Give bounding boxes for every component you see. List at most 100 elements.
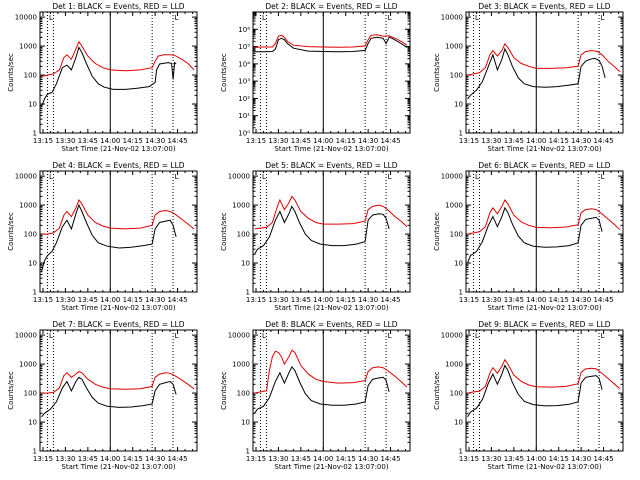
start-marker-label: L <box>49 173 53 181</box>
x-tick-label: 13:15 <box>33 137 53 145</box>
x-tick-label: 14:30 <box>571 455 591 463</box>
y-tick-label: 1 <box>459 448 463 456</box>
y-tick-label: 1 <box>459 289 463 297</box>
x-tick-label: 14:15 <box>549 296 569 304</box>
x-tick-label: 14:00 <box>526 137 546 145</box>
y-tick-label: 1000 <box>445 361 463 369</box>
y-tick-label: 10 <box>28 419 37 427</box>
chart-title: Det 9: BLACK = Events, RED = LLD <box>478 320 610 329</box>
end-marker-label: L <box>175 173 179 181</box>
y-tick-label: 1 <box>459 130 463 138</box>
chart-panel-1: Det 1: BLACK = Events, RED = LLD 1 10 100 10… <box>7 2 198 153</box>
x-tick-label: 13:30 <box>268 137 288 145</box>
start-marker-label: L <box>262 14 266 22</box>
series-line-lld <box>254 349 408 394</box>
x-axis-label: Start Time (21-Nov-02 13:07:00) <box>487 145 601 153</box>
series-line-events <box>41 46 177 107</box>
chart-panel-8: Det 8: BLACK = Events, RED = LLD 1 10 100 10… <box>220 320 411 471</box>
y-tick-label: 10000 <box>228 332 250 340</box>
start-marker-label: L <box>475 332 479 340</box>
y-tick-label: 100 <box>24 72 37 80</box>
chart-panel-9: Det 9: BLACK = Events, RED = LLD 1 10 100 10… <box>433 320 624 471</box>
x-tick-label: 14:45 <box>380 455 400 463</box>
y-tick-label: 100 <box>450 72 463 80</box>
x-axis-label: Start Time (21-Nov-02 13:07:00) <box>487 304 601 312</box>
x-axis-label: Start Time (21-Nov-02 13:07:00) <box>61 463 175 471</box>
x-tick-label: 13:45 <box>78 296 98 304</box>
series-line-lld <box>41 40 195 77</box>
x-tick-label: 13:15 <box>459 455 479 463</box>
y-tick-label: 1 <box>246 289 250 297</box>
end-marker-label: L <box>388 173 392 181</box>
x-tick-label: 13:30 <box>268 296 288 304</box>
plot-frame <box>465 11 624 134</box>
y-tick-label: 1 <box>33 289 37 297</box>
y-tick-label: 10³ <box>238 78 250 86</box>
y-axis-label: Counts/sec <box>433 371 441 410</box>
y-tick-label: 10⁵ <box>238 43 250 51</box>
chart-panel-4: Det 4: BLACK = Events, RED = LLD 1 10 100 10… <box>7 161 198 312</box>
end-marker-label: L <box>601 332 605 340</box>
x-tick-label: 14:45 <box>593 455 613 463</box>
series-line-lld <box>467 358 621 394</box>
x-tick-label: 13:30 <box>481 296 501 304</box>
x-tick-label: 13:30 <box>55 455 75 463</box>
x-tick-label: 13:15 <box>246 455 266 463</box>
y-tick-label: 1000 <box>19 361 37 369</box>
chart-panel-5: Det 5: BLACK = Events, RED = LLD 1 10 100 10… <box>220 161 411 312</box>
y-tick-label: 10000 <box>441 173 463 181</box>
y-tick-label: 100 <box>24 390 37 398</box>
x-tick-label: 14:15 <box>123 137 143 145</box>
x-tick-label: 13:30 <box>55 137 75 145</box>
plot-frame <box>252 170 411 293</box>
series-line-events <box>254 365 390 414</box>
plot-frame <box>465 170 624 293</box>
plot-frame <box>252 329 411 452</box>
x-tick-label: 13:45 <box>291 455 311 463</box>
y-tick-label: 1000 <box>232 361 250 369</box>
x-tick-label: 14:15 <box>336 137 356 145</box>
y-axis-label: Counts/sec <box>220 212 228 251</box>
x-tick-label: 13:30 <box>481 455 501 463</box>
chart-title: Det 6: BLACK = Events, RED = LLD <box>478 161 610 170</box>
series-line-lld <box>41 371 195 394</box>
x-tick-label: 14:00 <box>313 137 333 145</box>
y-tick-label: 10 <box>454 419 463 427</box>
x-tick-label: 14:30 <box>358 137 378 145</box>
x-tick-label: 14:15 <box>549 137 569 145</box>
x-tick-label: 13:45 <box>291 137 311 145</box>
y-axis-label: Counts/sec <box>220 53 228 92</box>
y-tick-label: 1 <box>33 448 37 456</box>
series-line-events <box>254 205 390 255</box>
series-line-lld <box>467 199 621 235</box>
x-tick-label: 14:15 <box>123 296 143 304</box>
chart-title: Det 3: BLACK = Events, RED = LLD <box>478 2 610 11</box>
x-tick-label: 13:30 <box>268 455 288 463</box>
x-axis-label: Start Time (21-Nov-02 13:07:00) <box>274 463 388 471</box>
y-tick-label: 10 <box>454 260 463 268</box>
y-tick-label: 10 <box>28 260 37 268</box>
x-tick-label: 13:45 <box>291 296 311 304</box>
chart-title: Det 1: BLACK = Events, RED = LLD <box>52 2 184 11</box>
end-marker-label: L <box>388 14 392 22</box>
plot-frame <box>465 329 624 452</box>
x-tick-label: 13:45 <box>78 455 98 463</box>
x-tick-label: 14:45 <box>167 455 187 463</box>
series-line-events <box>467 364 603 418</box>
series-line-lld <box>41 198 195 235</box>
series-line-events <box>254 36 408 53</box>
x-tick-label: 13:45 <box>504 296 524 304</box>
chart-title: Det 8: BLACK = Events, RED = LLD <box>265 320 397 329</box>
x-tick-label: 13:15 <box>246 296 266 304</box>
chart-panel-3: Det 3: BLACK = Events, RED = LLD 1 10 100 10… <box>433 2 624 153</box>
y-tick-label: 10⁴ <box>238 60 250 68</box>
x-tick-label: 13:45 <box>504 455 524 463</box>
series-line-events <box>41 203 177 272</box>
y-tick-label: 10 <box>241 260 250 268</box>
x-tick-label: 14:15 <box>336 296 356 304</box>
start-marker-label: L <box>49 14 53 22</box>
x-tick-label: 14:00 <box>313 296 333 304</box>
x-tick-label: 14:30 <box>358 296 378 304</box>
y-tick-label: 10² <box>238 95 250 103</box>
y-axis-label: Counts/sec <box>220 371 228 410</box>
